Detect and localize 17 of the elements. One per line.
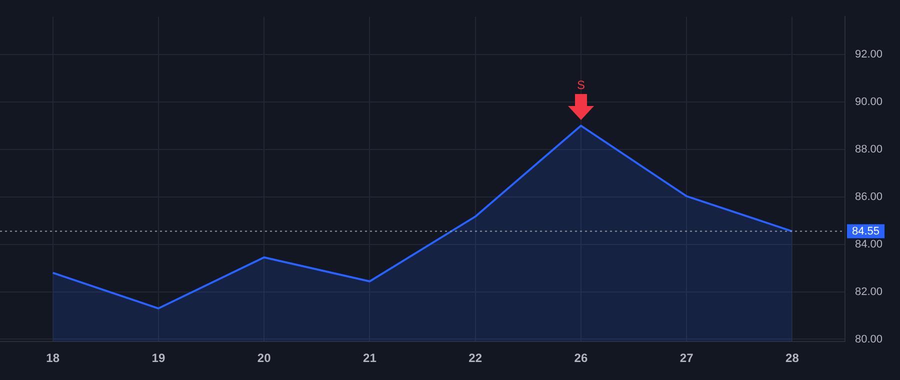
x-tick-label: 27 [680, 351, 694, 366]
y-tick-label: 90.00 [855, 96, 883, 108]
x-tick-label: 22 [468, 351, 482, 366]
x-tick-label: 19 [152, 351, 166, 366]
x-tick-label: 26 [574, 351, 588, 366]
ref-line-label: 84.55 [852, 225, 880, 238]
y-tick-label: 88.00 [855, 143, 883, 156]
y-tick-label: 84.00 [855, 238, 883, 250]
x-tick-label: 20 [257, 351, 272, 366]
x-tick-label: 28 [786, 351, 800, 366]
y-tick-label: 92.00 [855, 48, 883, 61]
x-tick-label: 21 [363, 351, 377, 366]
y-tick-label: 86.00 [855, 190, 883, 203]
x-tick-label: 18 [46, 351, 60, 366]
y-tick-label: 80.00 [855, 333, 883, 346]
y-tick-label: 82.00 [855, 286, 883, 298]
annotation: S [576, 78, 585, 92]
